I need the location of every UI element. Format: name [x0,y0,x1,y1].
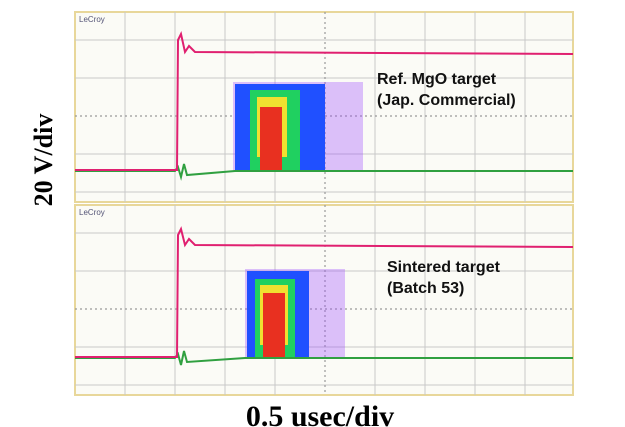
panel-label: (Batch 53) [387,280,464,297]
panel-bottom: LeCroy Sintered target (Batch 53) [75,205,573,395]
panel-label: Sintered target [387,259,501,276]
panel-top: LeCroy Ref. MgO target (Jap. Commercial) [75,12,573,202]
figure: LeCroy Ref. MgO target (Jap. Commercial)… [0,0,625,427]
panel-label: (Jap. Commercial) [377,92,516,109]
panel-label: Ref. MgO target [377,71,497,88]
brand: LeCroy [79,15,105,24]
y-axis-label: 20 V/div [29,114,58,207]
x-axis-label: 0.5 usec/div [246,400,394,427]
brand: LeCroy [79,208,105,217]
